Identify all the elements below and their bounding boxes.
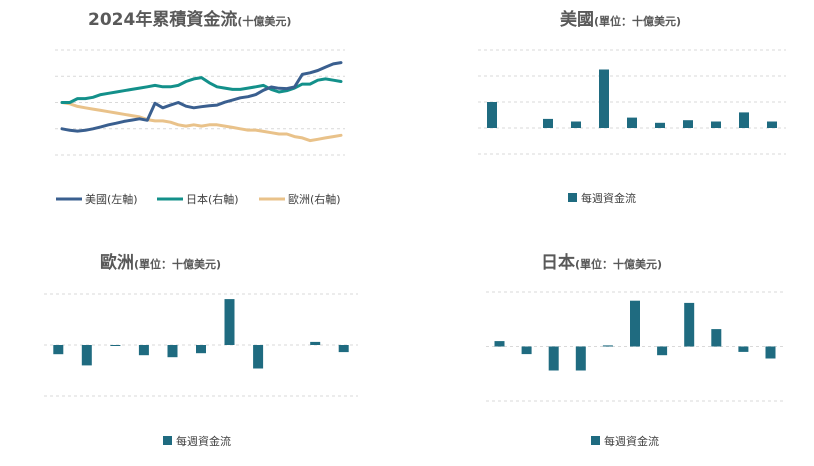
legend-swatch (568, 193, 577, 202)
europe-weekly-chart: 歐洲(單位：十億美元) 每週資金流 (44, 252, 358, 448)
weekly-flow-bar (657, 346, 668, 356)
chart-title-text: 日本 (541, 252, 575, 273)
bar-plot (478, 49, 786, 155)
chart-title: 2024年累積資金流(十億美元) (88, 9, 291, 30)
chart-title-unit: (單位：十億美元) (134, 257, 221, 271)
bar-plot (44, 293, 358, 397)
weekly-flow-bar (338, 345, 349, 353)
weekly-flow-bar (521, 346, 532, 355)
chart-title-text: 美國 (560, 9, 594, 30)
weekly-flow-bar (196, 345, 206, 354)
cumulative-flow-chart: 2024年累積資金流(十億美元) 美國(左軸) 日本(右軸) 歐洲(右軸) (55, 9, 345, 206)
weekly-flow-bar (767, 121, 777, 128)
weekly-flow-bar (487, 102, 497, 128)
legend: 美國(左軸) 日本(右軸) 歐洲(右軸) (56, 192, 341, 206)
legend-swatch (591, 436, 600, 445)
series-lines (60, 61, 343, 143)
weekly-flow-bar (627, 117, 637, 128)
legend-label-usa: 美國(左軸) (85, 192, 138, 206)
weekly-flow-bar (571, 121, 581, 128)
chart-title-unit: (十億美元) (237, 14, 291, 28)
weekly-flow-bar (711, 329, 722, 347)
legend-label: 每週資金流 (604, 434, 659, 448)
legend-label: 每週資金流 (581, 191, 636, 205)
weekly-flow-bar (683, 120, 693, 128)
weekly-flow-bar (548, 346, 559, 371)
chart-title-unit: (單位：十億美元) (575, 257, 662, 271)
weekly-flow-bar (253, 345, 264, 369)
chart-title: 歐洲(單位：十億美元) (100, 252, 221, 273)
chart-title-text: 歐洲 (100, 252, 134, 273)
weekly-flow-bar (167, 345, 178, 358)
chart-title-unit: (單位：十億美元) (594, 14, 681, 28)
weekly-flow-bar (711, 121, 721, 128)
weekly-flow-bar (738, 346, 749, 352)
weekly-flow-bar (53, 345, 64, 355)
weekly-flow-bar (599, 69, 609, 128)
chart-title-text: 2024年累積資金流 (88, 9, 237, 30)
weekly-flow-bar (655, 122, 665, 128)
gridlines (55, 49, 345, 156)
weekly-flow-bar (310, 341, 321, 345)
bar-plot (486, 291, 784, 402)
weekly-flow-bar (110, 345, 121, 346)
chart-title: 日本(單位：十億美元) (541, 252, 662, 273)
weekly-flow-bar (684, 302, 695, 347)
legend-swatch (163, 436, 172, 445)
legend-label-japan: 日本(右軸) (186, 192, 239, 206)
europe-series-line (60, 101, 343, 143)
chart-title: 美國(單位：十億美元) (560, 9, 681, 30)
legend-label-europe: 歐洲(右軸) (288, 192, 341, 206)
weekly-flow-bar (575, 346, 586, 371)
japan-weekly-chart: 日本(單位：十億美元) 每週資金流 (486, 252, 784, 448)
usa-weekly-chart: 美國(單位：十億美元) 每週資金流 (478, 9, 786, 205)
weekly-flow-bar (765, 346, 776, 359)
usa-series-line (60, 61, 343, 133)
weekly-flow-bar (602, 345, 613, 347)
weekly-flow-bar (630, 300, 640, 347)
weekly-flow-bar (494, 341, 505, 347)
weekly-flow-bar (81, 345, 92, 366)
legend-label: 每週資金流 (176, 434, 231, 448)
weekly-flow-bar (138, 345, 149, 356)
weekly-flow-bar (543, 118, 553, 128)
weekly-flow-bar (739, 112, 749, 128)
weekly-flow-bar (224, 299, 235, 345)
